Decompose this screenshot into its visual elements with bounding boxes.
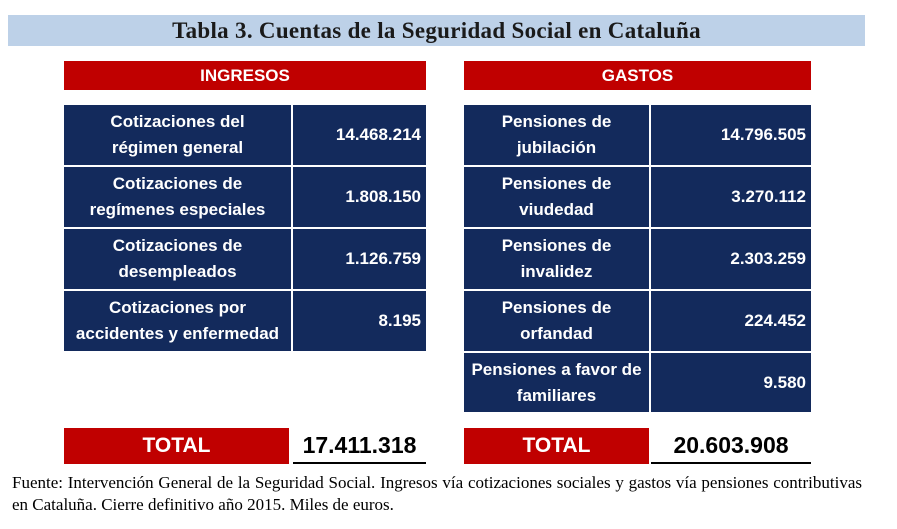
ingresos-row-value: 1.126.759 <box>293 229 426 289</box>
table-title: Tabla 3. Cuentas de la Seguridad Social … <box>8 15 865 46</box>
gastos-row-value: 224.452 <box>651 291 811 351</box>
ingresos-row-value: 1.808.150 <box>293 167 426 227</box>
gastos-total-label: TOTAL <box>464 428 649 464</box>
ingresos-row-label: Cotizaciones de desempleados <box>64 229 291 289</box>
ingresos-row-value: 14.468.214 <box>293 105 426 165</box>
gastos-row-label: Pensiones de orfandad <box>464 291 649 351</box>
ingresos-total-label: TOTAL <box>64 428 289 464</box>
ingresos-header: INGRESOS <box>64 61 426 90</box>
ingresos-row-label: Cotizaciones por accidentes y enfermedad <box>64 291 291 351</box>
gastos-row-value: 3.270.112 <box>651 167 811 227</box>
gastos-total-value: 20.603.908 <box>651 428 811 464</box>
ingresos-total-value: 17.411.318 <box>293 428 426 464</box>
gastos-row-label: Pensiones de jubilación <box>464 105 649 165</box>
source-footnote: Fuente: Intervención General de la Segur… <box>12 473 862 514</box>
ingresos-row-label: Cotizaciones del régimen general <box>64 105 291 165</box>
ingresos-row-value: 8.195 <box>293 291 426 351</box>
ingresos-row-label: Cotizaciones de regímenes especiales <box>64 167 291 227</box>
gastos-row-label: Pensiones de viudedad <box>464 167 649 227</box>
gastos-header: GASTOS <box>464 61 811 90</box>
gastos-row-value: 14.796.505 <box>651 105 811 165</box>
gastos-row-value: 9.580 <box>651 353 811 412</box>
gastos-row-value: 2.303.259 <box>651 229 811 289</box>
gastos-row-label: Pensiones de invalidez <box>464 229 649 289</box>
gastos-row-label: Pensiones a favor de familiares <box>464 353 649 412</box>
